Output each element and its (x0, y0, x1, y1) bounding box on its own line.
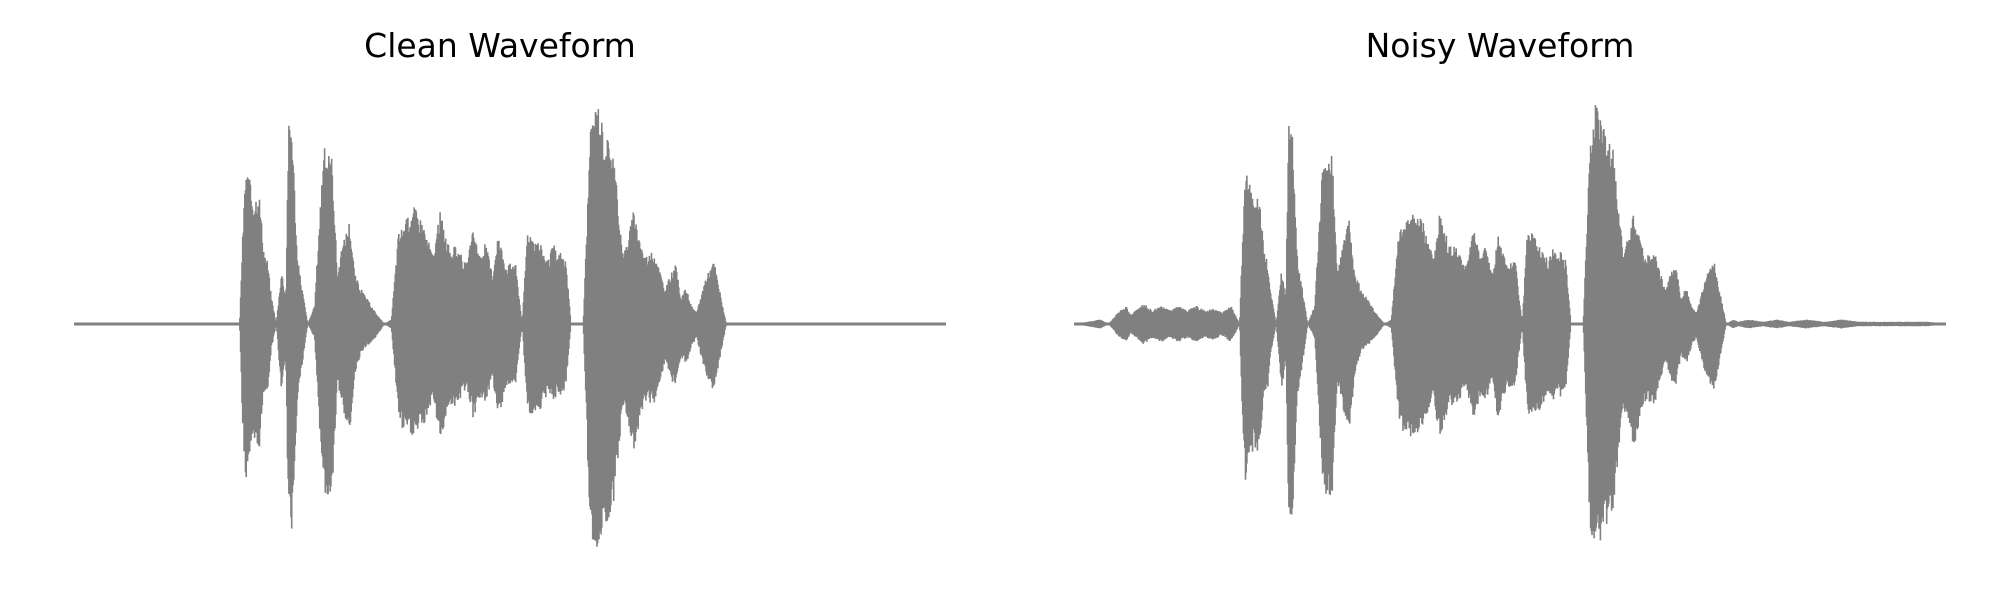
noisy-waveform-title: Noisy Waveform (1365, 26, 1635, 65)
clean-waveform-plot (74, 109, 946, 547)
clean-waveform-title: Clean Waveform (364, 26, 636, 65)
waveform-signal (1073, 105, 1947, 541)
noisy-waveform-plot (1073, 105, 1947, 541)
waveform-signal (239, 109, 727, 547)
clean-waveform-panel: Clean Waveform (74, 26, 946, 547)
noisy-waveform-panel: Noisy Waveform (1000, 0, 2000, 600)
